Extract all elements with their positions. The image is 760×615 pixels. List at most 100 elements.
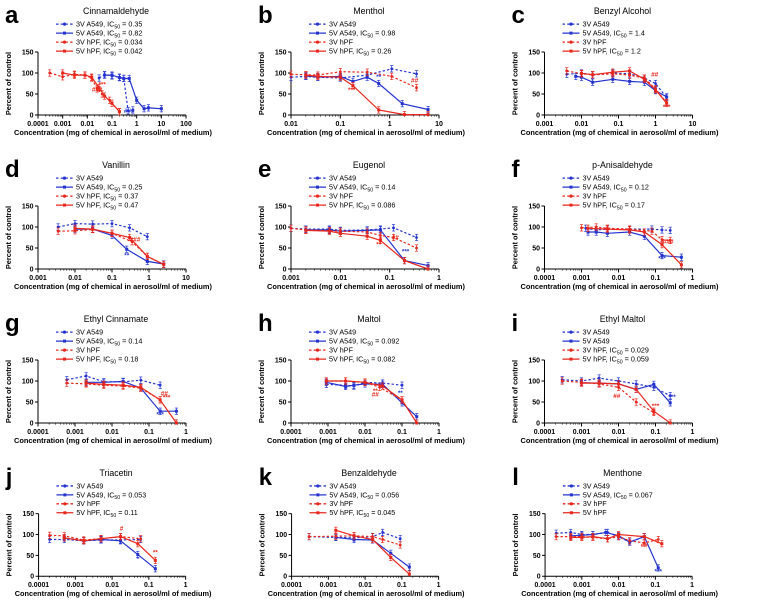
- y-tick-label: 50: [532, 246, 540, 253]
- data-point: [174, 409, 178, 413]
- legend-entry-label: 3V hPF, IC50 = 0.029: [583, 346, 649, 357]
- data-point: [61, 71, 65, 75]
- x-tick-label: 0.001: [536, 121, 554, 128]
- x-tick-label: 0.01: [612, 275, 626, 282]
- x-tick-label: 0.1: [397, 582, 407, 589]
- significance-annotation: ###: [92, 86, 103, 93]
- x-tick-label: 0.1: [385, 275, 395, 282]
- y-tick-label: 150: [528, 204, 540, 211]
- x-axis-label: Concentration (mg of chemical in aerosol…: [14, 282, 212, 291]
- significance-annotation: ***: [652, 403, 660, 410]
- y-tick-label: 100: [528, 71, 540, 78]
- data-point: [73, 222, 77, 226]
- x-tick-label: 10: [689, 121, 697, 128]
- legend-marker: [316, 49, 319, 53]
- y-tick-label: 50: [26, 553, 34, 560]
- series-line: [64, 536, 156, 561]
- data-point: [660, 254, 664, 258]
- series-3v-a549: [289, 65, 419, 82]
- significance-annotation: **: [153, 550, 158, 557]
- chart-title: p-Anisaldehyde: [592, 160, 653, 170]
- x-tick-label: 1: [147, 275, 151, 282]
- series-line: [566, 72, 668, 98]
- data-point: [139, 537, 143, 541]
- significance-annotation: **: [376, 241, 381, 248]
- y-tick-label: 0: [30, 574, 34, 581]
- x-tick-label: 0.0001: [534, 429, 556, 436]
- x-tick-label: 1: [691, 275, 695, 282]
- legend-marker: [316, 484, 320, 488]
- legend-entry-label: 5V A549, IC50 = 0.98: [329, 29, 395, 40]
- legend-entry-label: 3V hPF, IC50 = 0.37: [76, 192, 138, 203]
- data-point: [665, 101, 669, 105]
- legend-marker: [316, 357, 319, 361]
- legend-marker: [316, 185, 319, 189]
- x-tick-label: 0.1: [107, 121, 117, 128]
- data-point: [415, 86, 418, 90]
- data-point: [344, 384, 348, 388]
- series-5v-hpf: [304, 226, 430, 271]
- series-line: [581, 382, 671, 424]
- data-point: [97, 76, 101, 80]
- legend-marker: [315, 330, 320, 334]
- panel-letter: j: [5, 464, 13, 491]
- series-5v-hpf: [61, 69, 122, 116]
- data-point: [591, 73, 595, 77]
- data-point: [119, 535, 123, 539]
- data-point: [381, 531, 385, 534]
- y-tick-label: 100: [528, 379, 540, 386]
- x-tick-label: 1: [691, 429, 695, 436]
- series-5v-hpf: [334, 526, 411, 577]
- legend-entry-label: 5V A549, IC50 = 0.14: [76, 337, 142, 348]
- data-point: [56, 229, 60, 233]
- data-point: [642, 234, 646, 238]
- x-tick-label: 0.001: [573, 582, 591, 589]
- series-line: [49, 538, 141, 542]
- x-tick-label: 1: [184, 582, 188, 589]
- data-point: [415, 415, 419, 419]
- legend-marker: [569, 330, 573, 334]
- legend-marker: [569, 348, 573, 352]
- x-tick-label: 0.01: [358, 429, 372, 436]
- data-point: [403, 259, 407, 263]
- legend-marker: [315, 22, 320, 26]
- data-point: [554, 535, 558, 539]
- data-point: [146, 106, 150, 110]
- data-point: [660, 228, 664, 232]
- data-point: [392, 236, 395, 239]
- y-tick-label: 100: [276, 532, 288, 539]
- x-tick-label: 0.01: [68, 275, 82, 282]
- data-point: [594, 225, 598, 229]
- legend-entry-label: 3V A549: [76, 482, 103, 490]
- y-axis-label: Percent of control: [4, 206, 13, 269]
- x-axis-label: Concentration (mg of chemical in aerosol…: [267, 436, 465, 445]
- data-point: [628, 228, 632, 232]
- legend-marker: [62, 348, 67, 352]
- panel-letter: g: [5, 310, 20, 337]
- legend-entry-label: 5V hPF, IC50 = 0.17: [583, 201, 645, 212]
- legend-entry-label: 5V A549, IC50 = 0.053: [76, 491, 146, 501]
- x-axis-label: Concentration (mg of chemical in aerosol…: [14, 436, 212, 445]
- data-point: [136, 553, 140, 557]
- data-point: [679, 263, 683, 267]
- y-axis-label: Percent of control: [5, 514, 14, 577]
- x-axis-label: Concentration (mg of chemical in aerosol…: [15, 589, 212, 598]
- data-point: [378, 385, 382, 389]
- data-point: [365, 70, 369, 74]
- data-point: [316, 74, 320, 78]
- data-point: [48, 71, 52, 75]
- legend-entry-label: 5V hPF: [583, 509, 607, 517]
- data-point: [91, 227, 95, 231]
- data-point: [125, 247, 129, 251]
- legend-entry-label: 5V A549, IC50 = 0.092: [329, 337, 399, 348]
- data-point: [381, 538, 385, 541]
- data-point: [665, 95, 669, 99]
- chart-title: Menthol: [353, 6, 384, 16]
- data-point: [605, 227, 609, 231]
- series-5v-hpf: [579, 67, 669, 107]
- chart-title: Menthone: [603, 468, 642, 478]
- data-point: [628, 79, 632, 83]
